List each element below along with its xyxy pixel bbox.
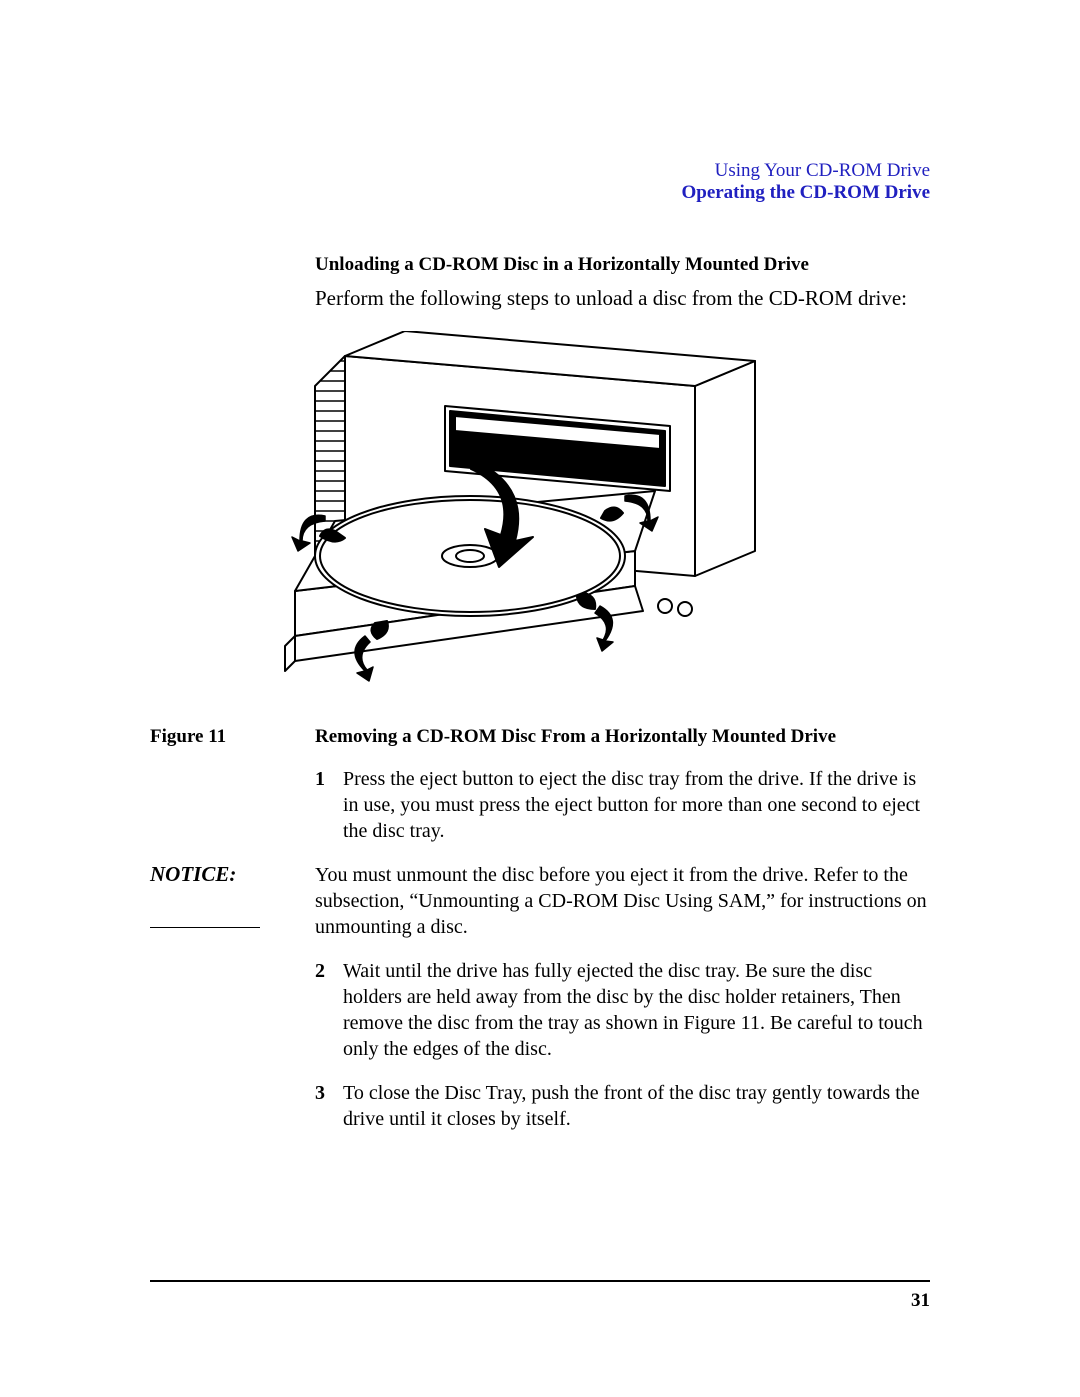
chapter-title: Using Your CD-ROM Drive <box>150 160 930 182</box>
notice-label: NOTICE: <box>150 862 260 928</box>
step-2: 2 Wait until the drive has fully ejected… <box>150 958 930 1062</box>
footer-rule <box>150 1280 930 1282</box>
notice-text: You must unmount the disc before you eje… <box>315 862 930 940</box>
step-number: 1 <box>315 766 343 844</box>
page-number: 31 <box>911 1290 930 1312</box>
step-number: 2 <box>315 958 343 1062</box>
step-3: 3 To close the Disc Tray, push the front… <box>150 1080 930 1132</box>
figure-label: Figure 11 <box>150 726 315 748</box>
step-number: 3 <box>315 1080 343 1132</box>
intro-text: Perform the following steps to unload a … <box>315 286 930 311</box>
figure-caption: Removing a CD-ROM Disc From a Horizontal… <box>315 726 836 748</box>
notice-row: NOTICE: You must unmount the disc before… <box>150 862 930 940</box>
step-1: 1 Press the eject button to eject the di… <box>150 766 930 844</box>
page-header: Using Your CD-ROM Drive Operating the CD… <box>150 160 930 204</box>
section-title: Operating the CD-ROM Drive <box>150 182 930 204</box>
step-text: Wait until the drive has fully ejected t… <box>343 958 930 1062</box>
figure-illustration <box>225 331 930 711</box>
step-text: Press the eject button to eject the disc… <box>343 766 930 844</box>
figure-caption-row: Figure 11 Removing a CD-ROM Disc From a … <box>150 726 930 748</box>
subsection-title: Unloading a CD-ROM Disc in a Horizontall… <box>315 254 930 276</box>
step-text: To close the Disc Tray, push the front o… <box>343 1080 930 1132</box>
